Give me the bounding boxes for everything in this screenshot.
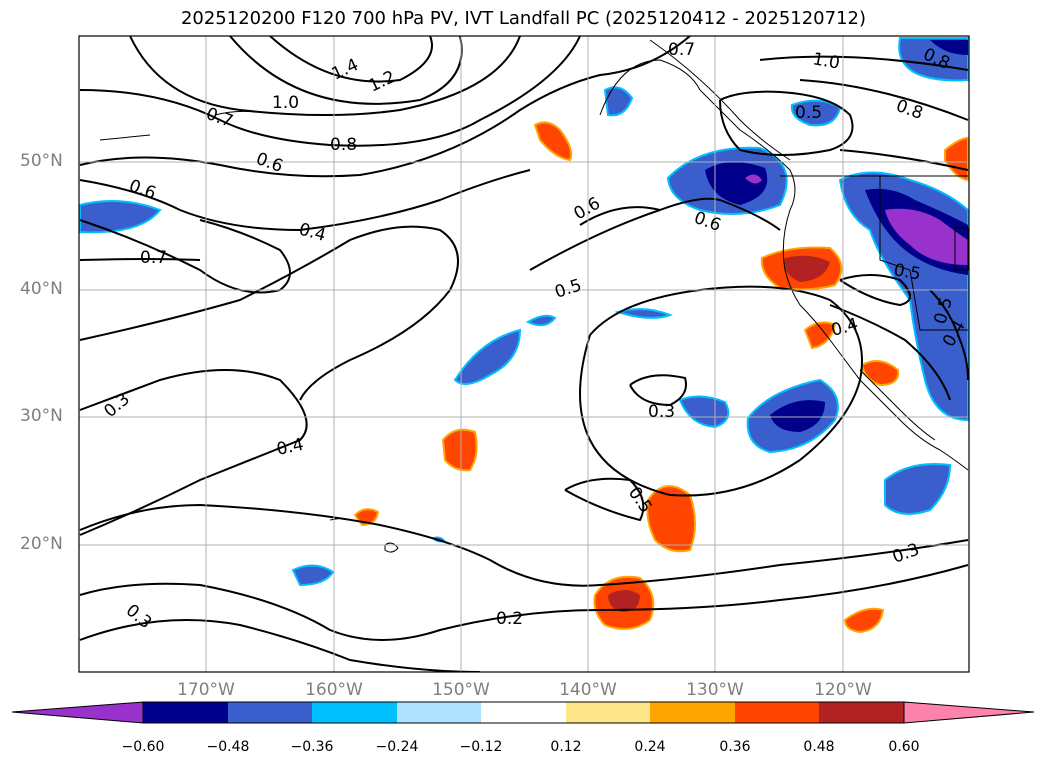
contour-label: 0.5 — [892, 260, 922, 284]
positive-anomalies — [353, 121, 969, 634]
lat-label-20n: 20°N — [20, 534, 63, 554]
colorbar-bin — [228, 702, 312, 723]
colorbar-bin — [481, 702, 566, 723]
colorbar-bin — [566, 702, 650, 723]
lon-label-120w: 120°W — [814, 680, 872, 700]
colorbar-tick: −0.48 — [206, 739, 250, 755]
lon-label-150w: 150°W — [432, 680, 490, 700]
colorbar-tick: −0.12 — [459, 739, 503, 755]
contour-label: 1.0 — [811, 49, 841, 73]
colorbar-tick: 0.48 — [803, 739, 835, 755]
contour-label: 0.5 — [795, 103, 822, 123]
colorbar — [11, 701, 1035, 724]
lat-label-30n: 30°N — [20, 406, 63, 426]
map-canvas: 1.4 1.2 1.0 0.7 0.8 0.6 0.6 0.4 0.7 0.3 … — [78, 35, 970, 673]
contour-label: 1.0 — [272, 93, 299, 113]
colorbar-tick: −0.24 — [375, 739, 419, 755]
colorbar-bin — [312, 702, 397, 723]
colorbar-bin — [650, 702, 735, 723]
colorbar-tick: 0.36 — [719, 739, 751, 755]
contour-label: 0.7 — [140, 248, 167, 268]
lat-label-50n: 50°N — [20, 151, 63, 171]
lon-label-130w: 130°W — [686, 680, 744, 700]
coastlines — [99, 39, 969, 553]
colorbar-tick: 0.60 — [888, 739, 920, 755]
contour-label: 0.7 — [668, 40, 695, 60]
colorbar-bin — [397, 702, 481, 723]
lat-label-40n: 40°N — [20, 279, 63, 299]
lon-label-140w: 140°W — [559, 680, 617, 700]
colorbar-tick: 0.12 — [550, 739, 582, 755]
colorbar-tick: −0.36 — [290, 739, 334, 755]
colorbar-min-extend — [11, 701, 144, 724]
map-frame — [78, 35, 970, 673]
colorbar-max-extend — [903, 701, 1035, 724]
colorbar-bin — [735, 702, 819, 723]
contour-label: 0.8 — [330, 135, 357, 155]
graticule — [79, 36, 969, 672]
colorbar-tick: 0.24 — [634, 739, 666, 755]
colorbar-bin — [143, 702, 228, 723]
negative-anomalies — [79, 37, 969, 587]
lon-label-170w: 170°W — [177, 680, 235, 700]
contour-label: 0.2 — [496, 609, 523, 629]
lon-label-160w: 160°W — [305, 680, 363, 700]
contour-label: 0.3 — [648, 402, 675, 422]
map-title: 2025120200 F120 700 hPa PV, IVT Landfall… — [180, 8, 867, 29]
colorbar-bin — [819, 702, 904, 723]
colorbar-tick: −0.60 — [121, 739, 165, 755]
